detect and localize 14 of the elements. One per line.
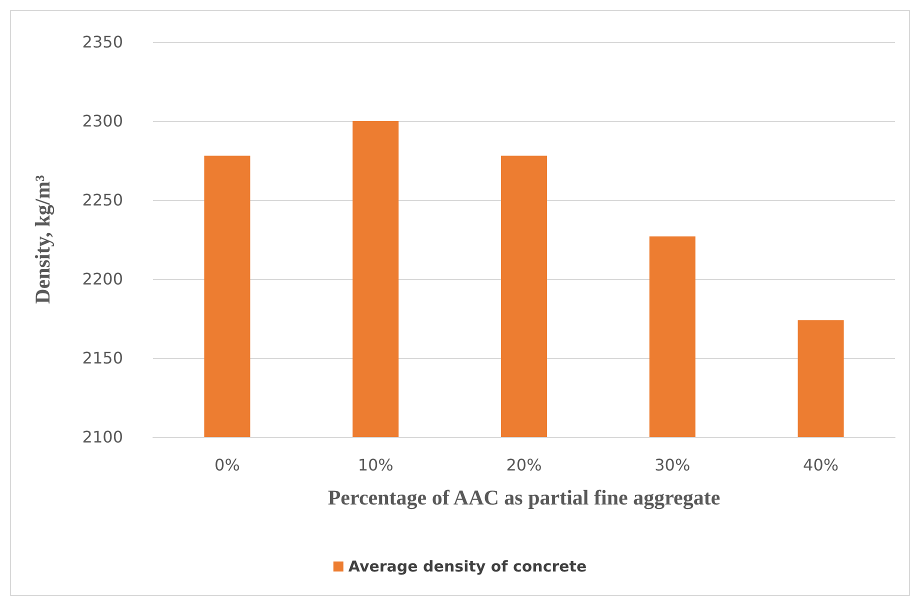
y-tick-label: 2150 xyxy=(82,348,123,368)
y-axis-title: Density, kg/m³ xyxy=(30,175,54,304)
y-tick-label: 2350 xyxy=(82,32,123,52)
y-tick-label: 2200 xyxy=(82,270,123,288)
x-tick-label: 0% xyxy=(214,456,240,474)
x-tick-label: 10% xyxy=(358,456,394,474)
x-tick-label: 40% xyxy=(803,456,839,474)
x-axis-title: Percentage of AAC as partial fine aggregate xyxy=(328,486,720,510)
x-tick-label: 20% xyxy=(506,456,542,474)
y-tick-label: 2100 xyxy=(82,428,123,446)
y-tick-label: 2250 xyxy=(82,190,123,210)
legend-label: Average density of concrete xyxy=(348,558,587,576)
x-tick-label: 30% xyxy=(654,456,690,474)
y-tick-label: 2300 xyxy=(82,112,123,130)
